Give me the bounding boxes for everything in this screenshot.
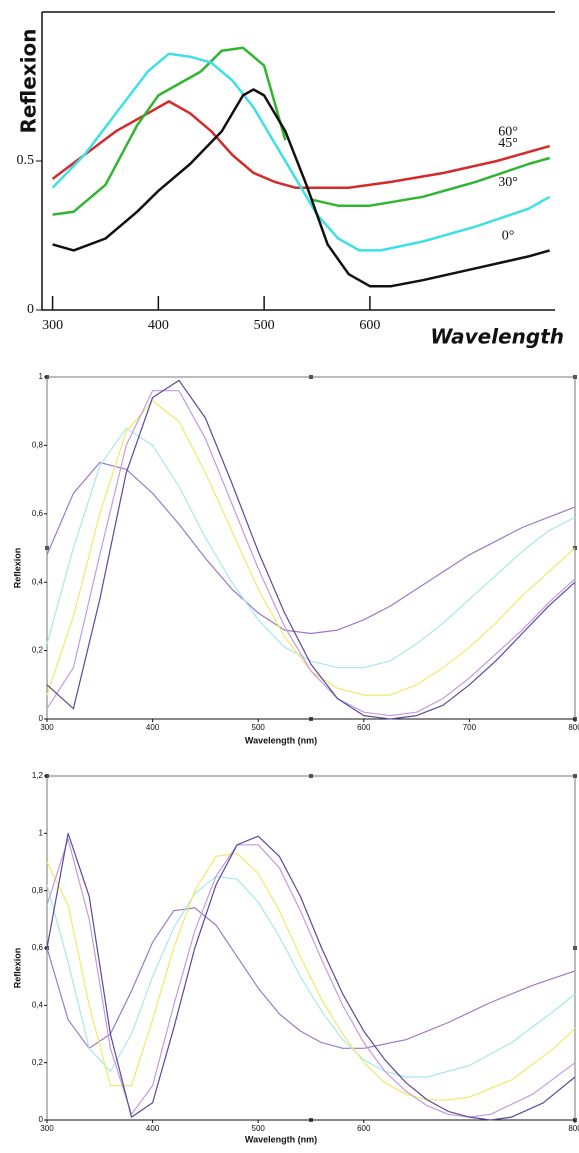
y-tick-label: 0,8 [32, 441, 44, 450]
x-axis-label: Wavelength (nm) [245, 1134, 317, 1144]
series-line [46, 461, 576, 635]
y-tick-label: 1 [39, 828, 44, 837]
x-axis-label: Wavelength (nm) [245, 735, 317, 745]
x-tick-label: 400 [148, 318, 169, 333]
series-line [46, 852, 576, 1101]
y-tick-label: 1 [39, 372, 44, 381]
x-tick-label: 500 [252, 723, 266, 732]
y-tick-label: 0,2 [32, 646, 44, 655]
y-tick-label: 0,8 [32, 886, 44, 895]
series-line [51, 52, 551, 252]
y-tick-label: 0,4 [32, 1000, 44, 1009]
frame-handle [45, 546, 49, 550]
frame-handle [573, 774, 577, 778]
series-line [46, 875, 576, 1078]
series-label: 45° [498, 136, 518, 151]
x-tick-label: 700 [463, 723, 477, 732]
chart: 0 0.5 300 400 500 600 Reflexion Wavelength 60°45… [17, 11, 564, 349]
series-line [46, 379, 576, 720]
y-tick-label: 1,2 [32, 771, 44, 780]
frame-handle [309, 774, 313, 778]
y-tick-label: 0,6 [32, 943, 44, 952]
y-tick-label: 0,2 [32, 1058, 44, 1067]
chart: 0 0,2 0,4 0,6 0,8 1 1,2 300 400 500 600 800 Reflexio… [12, 771, 579, 1144]
x-tick-label: 600 [357, 1124, 371, 1133]
y-axis-label: Reflexion [12, 548, 22, 589]
x-tick-label: 600 [359, 318, 380, 333]
x-tick-label: 500 [254, 318, 275, 333]
y-axis-label: Reflexion [17, 28, 41, 133]
series-line [52, 88, 551, 288]
x-axis-label: Wavelength [430, 325, 564, 349]
chart: 0 0,2 0,4 0,6 0,8 1 300 400 500 600 700 800 Reflexio… [12, 372, 579, 745]
series-line [46, 907, 576, 1049]
series-label: 0° [502, 229, 515, 244]
y-tick-label: 0,4 [32, 577, 44, 586]
series-line [51, 100, 551, 190]
series-line [46, 427, 576, 669]
plot-frame [46, 775, 576, 1121]
x-tick-label: 300 [42, 318, 63, 333]
x-tick-label: 400 [146, 1124, 160, 1133]
frame-handle [573, 946, 577, 950]
frame-handle [573, 375, 577, 379]
x-tick-label: 800 [568, 1124, 579, 1133]
x-tick-label: 500 [252, 1124, 266, 1133]
series-line [46, 832, 576, 1121]
y-axis-label: Reflexion [12, 948, 22, 989]
frame-handle [309, 375, 313, 379]
x-tick-label: 600 [357, 723, 371, 732]
y-tick-label: 0,6 [32, 509, 44, 518]
series-label: 60° [498, 124, 518, 139]
x-tick-label: 800 [568, 723, 579, 732]
series-line [52, 46, 551, 216]
y-tick-label: 0 [39, 714, 44, 723]
x-tick-label: 300 [40, 723, 54, 732]
series-label: 30° [498, 175, 518, 190]
series-line [46, 390, 576, 717]
y-tick-label: 0 [27, 302, 34, 317]
y-tick-label: 0 [39, 1115, 44, 1124]
x-tick-label: 400 [146, 723, 160, 732]
y-tick-label: 0.5 [17, 153, 35, 168]
x-tick-label: 300 [40, 1124, 54, 1133]
